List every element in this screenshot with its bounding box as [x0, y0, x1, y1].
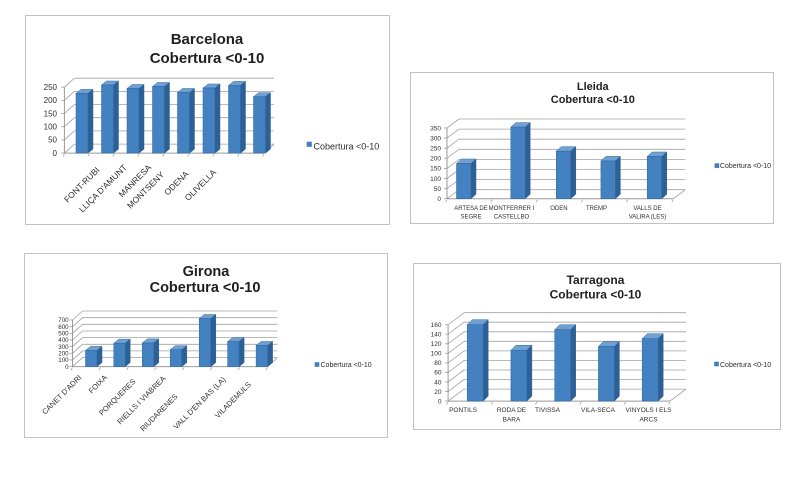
svg-text:50: 50 — [434, 186, 442, 193]
svg-text:600: 600 — [58, 324, 69, 331]
svg-text:700: 700 — [58, 317, 69, 324]
svg-text:100: 100 — [431, 351, 442, 358]
svg-text:300: 300 — [58, 344, 69, 351]
svg-text:ARTESA DE: ARTESA DE — [454, 206, 488, 212]
svg-text:SEGRE: SEGRE — [460, 215, 481, 221]
svg-text:300: 300 — [430, 135, 441, 142]
svg-text:200: 200 — [58, 351, 69, 358]
svg-text:FOIXA: FOIXA — [87, 373, 109, 395]
svg-text:20: 20 — [434, 389, 442, 396]
svg-text:VALLS DE: VALLS DE — [633, 206, 661, 212]
svg-text:MONTFERRER I: MONTFERRER I — [489, 206, 535, 212]
svg-text:0: 0 — [438, 398, 442, 405]
svg-text:100: 100 — [58, 357, 69, 364]
svg-text:Cobertura <0-10: Cobertura <0-10 — [150, 280, 261, 296]
svg-text:200: 200 — [44, 96, 58, 105]
svg-text:BARA: BARA — [503, 417, 521, 424]
svg-text:50: 50 — [48, 136, 57, 145]
svg-text:100: 100 — [430, 176, 441, 183]
svg-text:Cobertura <0-10: Cobertura <0-10 — [720, 163, 771, 170]
svg-text:120: 120 — [431, 341, 442, 348]
svg-text:400: 400 — [58, 337, 69, 344]
svg-text:80: 80 — [434, 360, 442, 367]
svg-text:VINYOLS I ELS: VINYOLS I ELS — [626, 407, 673, 414]
svg-text:150: 150 — [430, 166, 441, 173]
svg-text:200: 200 — [430, 156, 441, 163]
svg-text:60: 60 — [434, 370, 442, 377]
svg-text:TREMP: TREMP — [586, 206, 607, 212]
svg-text:0: 0 — [437, 196, 441, 203]
svg-text:350: 350 — [430, 125, 441, 132]
svg-text:VALL D'EN BAS (LA): VALL D'EN BAS (LA) — [171, 375, 227, 431]
svg-text:100: 100 — [44, 123, 58, 132]
svg-text:40: 40 — [434, 379, 442, 386]
svg-text:PONTILS: PONTILS — [449, 407, 477, 414]
svg-text:Tarragona: Tarragona — [567, 273, 625, 287]
svg-text:Cobertura <0-10: Cobertura <0-10 — [550, 287, 642, 301]
svg-text:Cobertura <0-10: Cobertura <0-10 — [720, 362, 771, 369]
svg-text:Barcelona: Barcelona — [171, 31, 244, 48]
svg-text:TIVISSA: TIVISSA — [535, 407, 561, 414]
svg-text:OLIVELLA: OLIVELLA — [183, 167, 219, 203]
svg-text:Cobertura <0-10: Cobertura <0-10 — [314, 142, 380, 152]
svg-text:Lleida: Lleida — [577, 81, 610, 93]
svg-text:250: 250 — [44, 83, 58, 92]
svg-text:250: 250 — [430, 146, 441, 153]
svg-text:RODA DE: RODA DE — [497, 407, 527, 414]
svg-text:ARCS: ARCS — [639, 417, 658, 424]
svg-text:VILA-SECA: VILA-SECA — [581, 407, 616, 414]
svg-text:500: 500 — [58, 331, 69, 338]
svg-text:RIELLS I VIABREA: RIELLS I VIABREA — [115, 374, 167, 426]
svg-text:0: 0 — [65, 364, 69, 371]
svg-text:150: 150 — [44, 109, 58, 118]
svg-text:VALIRA (LES): VALIRA (LES) — [629, 215, 667, 221]
svg-text:0: 0 — [53, 149, 58, 158]
svg-text:160: 160 — [431, 322, 442, 329]
svg-text:Girona: Girona — [183, 264, 231, 280]
svg-text:140: 140 — [431, 332, 442, 339]
svg-text:CANET D'ADRI: CANET D'ADRI — [40, 373, 83, 416]
svg-text:Cobertura <0-10: Cobertura <0-10 — [150, 50, 265, 67]
svg-text:Cobertura <0-10: Cobertura <0-10 — [551, 94, 635, 106]
svg-text:Cobertura <0-10: Cobertura <0-10 — [321, 362, 372, 369]
svg-text:ODEN: ODEN — [550, 206, 567, 212]
svg-text:CASTELLBO: CASTELLBO — [494, 215, 530, 221]
